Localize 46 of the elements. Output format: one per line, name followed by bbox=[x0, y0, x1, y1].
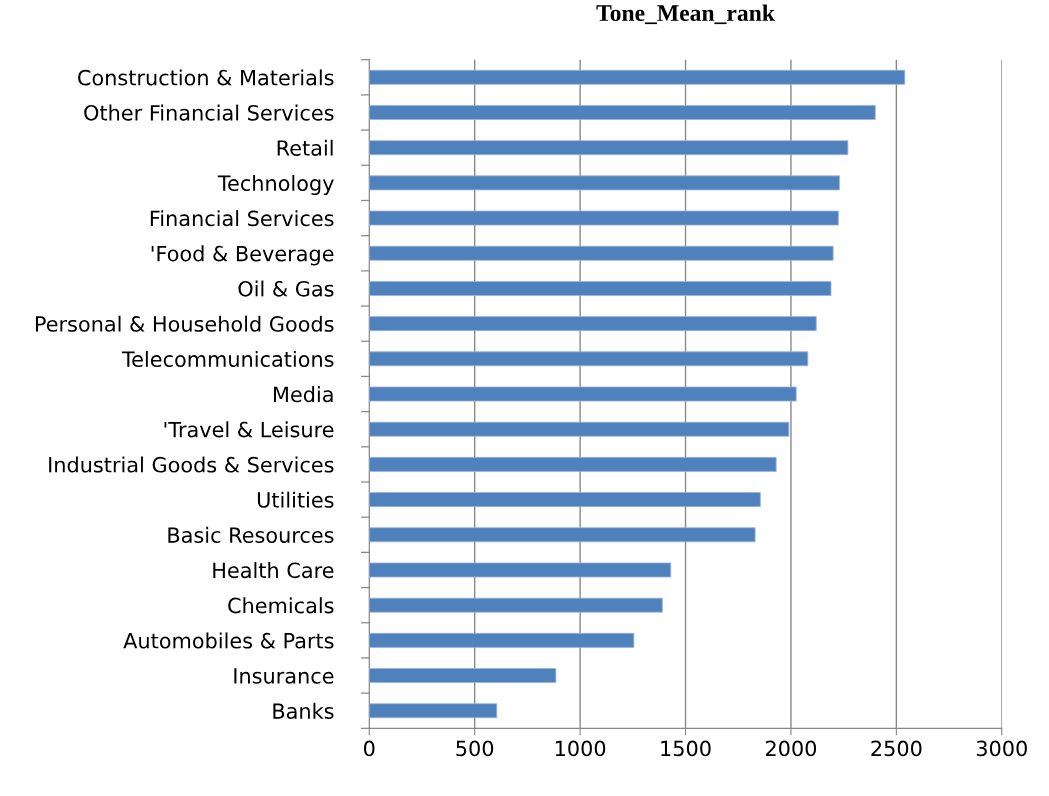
y-tick-label: Health Care bbox=[213, 562, 334, 579]
bar bbox=[369, 597, 663, 613]
x-tick-label: 1000 bbox=[555, 740, 606, 757]
y-tick-label: 'Food & Beverage bbox=[151, 245, 334, 266]
y-tick-label: Automobiles & Parts bbox=[123, 632, 334, 649]
y-tick-label: Construction & Materials bbox=[78, 69, 334, 86]
bar bbox=[369, 280, 832, 296]
y-tick-label: Telecommunications bbox=[121, 350, 334, 368]
y-tick-label: Insurance bbox=[234, 668, 334, 684]
bar bbox=[369, 492, 761, 508]
y-tick-label: Banks bbox=[273, 702, 334, 719]
y-tick-label: Personal & Household Goods bbox=[35, 315, 334, 332]
bar bbox=[369, 632, 635, 648]
bar bbox=[369, 421, 790, 437]
x-tick-label: 2500 bbox=[871, 740, 922, 757]
bar bbox=[369, 245, 834, 261]
chart-title: Tone_Mean_rank bbox=[596, 4, 775, 25]
y-tick-label: Retail bbox=[277, 139, 333, 156]
y-tick-label: 'Travel & Leisure bbox=[164, 421, 334, 438]
y-tick-label: Utilities bbox=[257, 491, 334, 508]
bar bbox=[369, 351, 809, 367]
bar bbox=[369, 316, 817, 332]
bar bbox=[369, 386, 797, 402]
bar bbox=[369, 527, 756, 543]
bar bbox=[369, 69, 906, 85]
y-tick-label: Oil & Gas bbox=[238, 280, 334, 297]
y-tick-label: Chemicals bbox=[228, 597, 334, 614]
y-tick-label: Media bbox=[274, 386, 333, 403]
x-tick-label: 3000 bbox=[976, 740, 1027, 757]
y-tick-label: Industrial Goods & Services bbox=[49, 456, 334, 473]
y-tick-label: Basic Resources bbox=[168, 526, 334, 543]
bar bbox=[369, 175, 840, 191]
bar bbox=[369, 140, 849, 156]
bar bbox=[369, 210, 839, 226]
bar bbox=[369, 703, 498, 719]
bar bbox=[369, 562, 672, 578]
bar bbox=[369, 456, 777, 472]
bar bbox=[369, 105, 876, 120]
bar bbox=[369, 668, 557, 684]
y-tick-label: Technology bbox=[217, 174, 334, 196]
x-tick-label: 2000 bbox=[765, 740, 817, 757]
y-tick-label: Other Financial Services bbox=[84, 104, 334, 121]
x-tick-label: 1500 bbox=[661, 740, 711, 757]
x-tick-label: 500 bbox=[456, 740, 494, 757]
x-tick-label: 0 bbox=[363, 740, 375, 757]
y-tick-label: Financial Services bbox=[150, 210, 334, 227]
